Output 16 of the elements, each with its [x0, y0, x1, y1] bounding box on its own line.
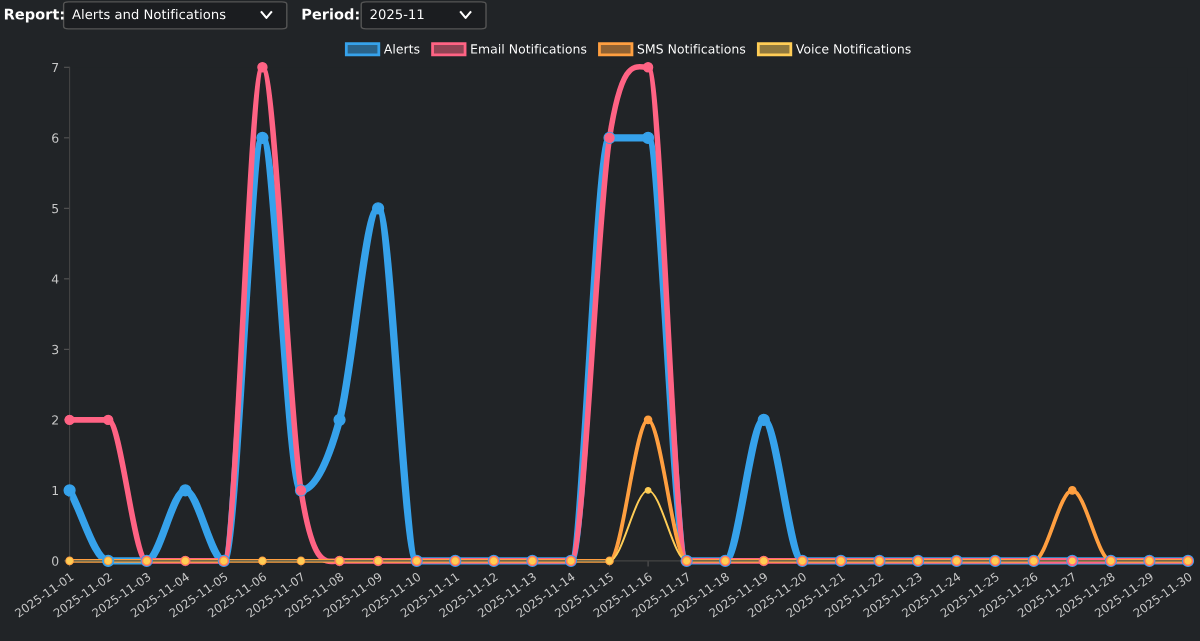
text: Report: [4, 8, 64, 23]
text: Alerts and Notifications [72, 9, 226, 20]
y-tick-label: 3 [52, 344, 59, 355]
y-tick-label: 6 [52, 133, 59, 143]
legend-label: Voice Notifications [795, 43, 911, 54]
y-tick-label: 4 [51, 274, 59, 284]
legend-label: Email Notifications [471, 43, 587, 54]
text: Period: [302, 8, 359, 20]
y-tick-label: 1 [52, 486, 59, 496]
y-tick-label: 5 [52, 203, 59, 214]
y-tick-label: 2 [52, 415, 58, 425]
y-tick-label: 0 [52, 556, 59, 566]
legend-label: Alerts [383, 43, 420, 54]
legend-label: SMS Notifications [637, 43, 746, 54]
text: 2025-11 [370, 9, 424, 20]
y-tick-label: 7 [52, 62, 59, 73]
